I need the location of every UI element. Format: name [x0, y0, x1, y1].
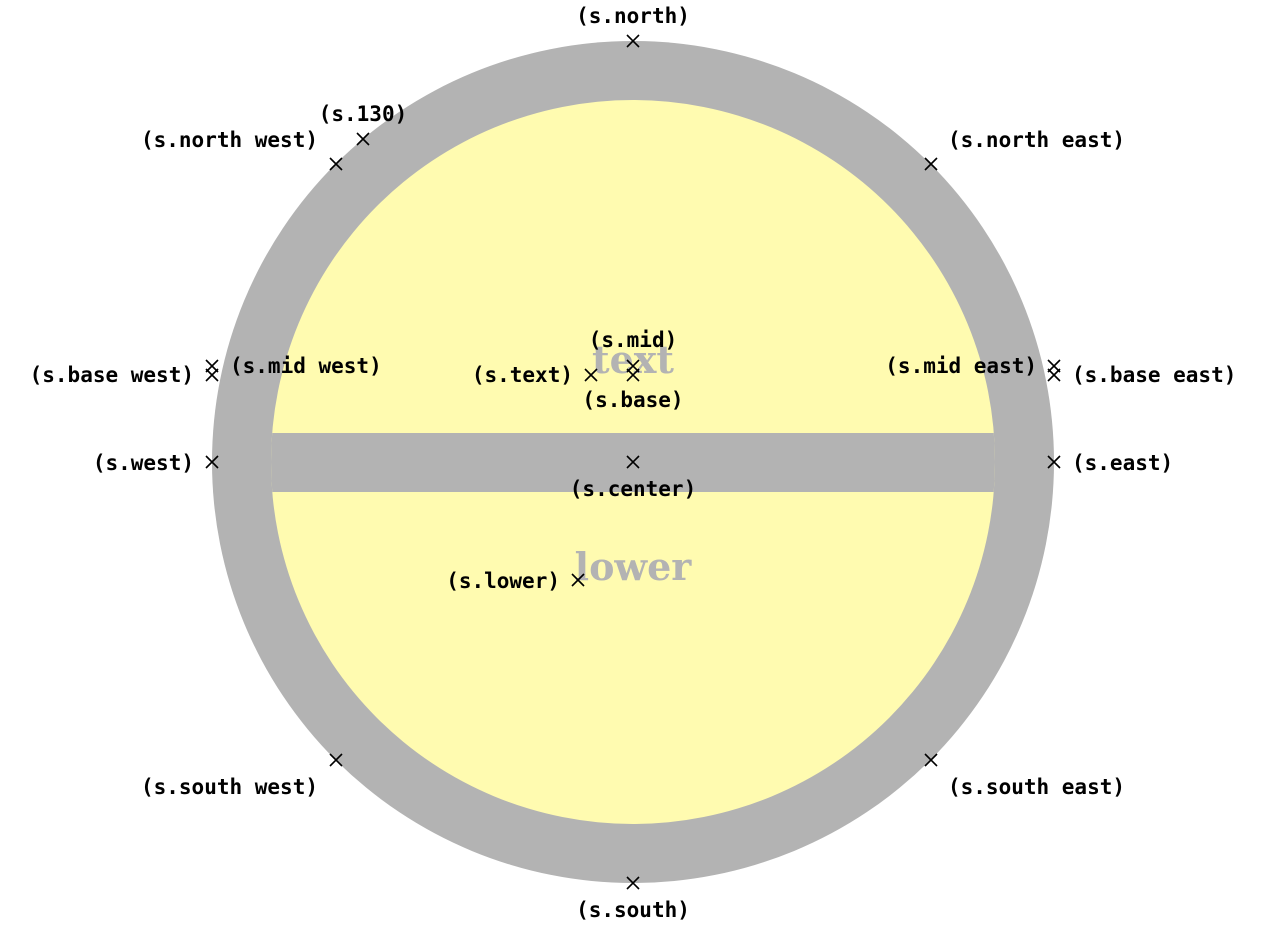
anchor-marker-east: [1047, 455, 1061, 469]
label-lower: (s.lower): [446, 569, 560, 593]
anchor-marker-north-west: [329, 157, 343, 171]
label-west: (s.west): [93, 451, 194, 475]
anchor-marker-lower: [571, 573, 585, 587]
anchor-marker-south-east: [924, 753, 938, 767]
anchor-marker-north-east: [924, 157, 938, 171]
anchor-markers: [205, 34, 1061, 890]
label-north-west: (s.north west): [141, 128, 318, 152]
anchor-marker-west: [205, 455, 219, 469]
label-center: (s.center): [570, 477, 696, 501]
anchor-marker-south-west: [329, 753, 343, 767]
label-east: (s.east): [1072, 451, 1173, 475]
label-mid: (s.mid): [589, 328, 678, 352]
anchor-marker-130: [356, 132, 370, 146]
label-mid-east: (s.mid east): [885, 354, 1037, 378]
label-south-east: (s.south east): [948, 775, 1125, 799]
label-south-west: (s.south west): [141, 775, 318, 799]
label-base-west: (s.base west): [30, 363, 194, 387]
label-text: (s.text): [472, 363, 573, 387]
label-mid-west: (s.mid west): [230, 354, 382, 378]
lower-part-text: lower: [575, 544, 693, 589]
anchor-marker-base-east: [1047, 368, 1061, 382]
anchor-marker-base-west: [205, 368, 219, 382]
label-base-east: (s.base east): [1072, 363, 1236, 387]
label-north: (s.north): [576, 4, 690, 28]
anchor-marker-north: [626, 34, 640, 48]
label-130: (s.130): [319, 102, 408, 126]
label-base: (s.base): [582, 388, 683, 412]
label-south: (s.south): [576, 898, 690, 922]
anchor-marker-text: [584, 368, 598, 382]
label-north-east: (s.north east): [948, 128, 1125, 152]
anchor-marker-center: [626, 455, 640, 469]
anchor-marker-south: [626, 876, 640, 890]
anchor-marker-base: [626, 368, 640, 382]
